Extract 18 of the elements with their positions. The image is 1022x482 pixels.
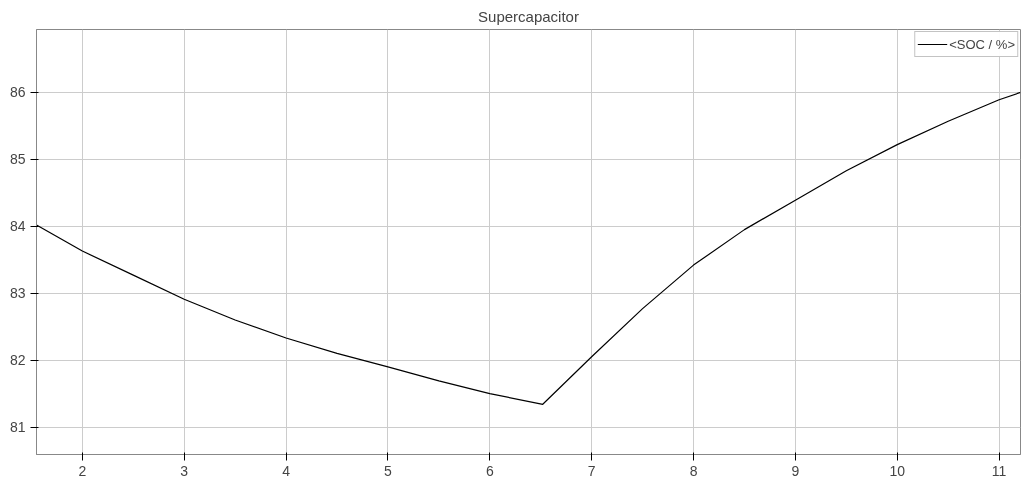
x-tick-label: 10: [889, 462, 906, 479]
y-tick-label: 86: [9, 84, 26, 101]
x-tick-label: 7: [587, 462, 596, 479]
y-tick-label: 84: [9, 218, 26, 235]
x-tick-label: 2: [78, 462, 87, 479]
legend-label: <SOC / %>: [949, 36, 1015, 52]
x-tick-label: 11: [991, 462, 1007, 479]
x-tick-label: 4: [282, 462, 291, 479]
y-tick-label: 81: [9, 419, 26, 436]
y-tick-label: 82: [9, 352, 26, 369]
chart-title: Supercapacitor: [478, 7, 579, 25]
x-tick-label: 9: [791, 462, 800, 479]
y-tick-label: 83: [9, 285, 26, 302]
y-tick-label: 85: [9, 151, 26, 168]
x-tick-label: 8: [689, 462, 698, 479]
x-tick-label: 3: [180, 462, 189, 479]
x-tick-label: 5: [384, 462, 393, 479]
x-tick-label: 6: [485, 462, 494, 479]
